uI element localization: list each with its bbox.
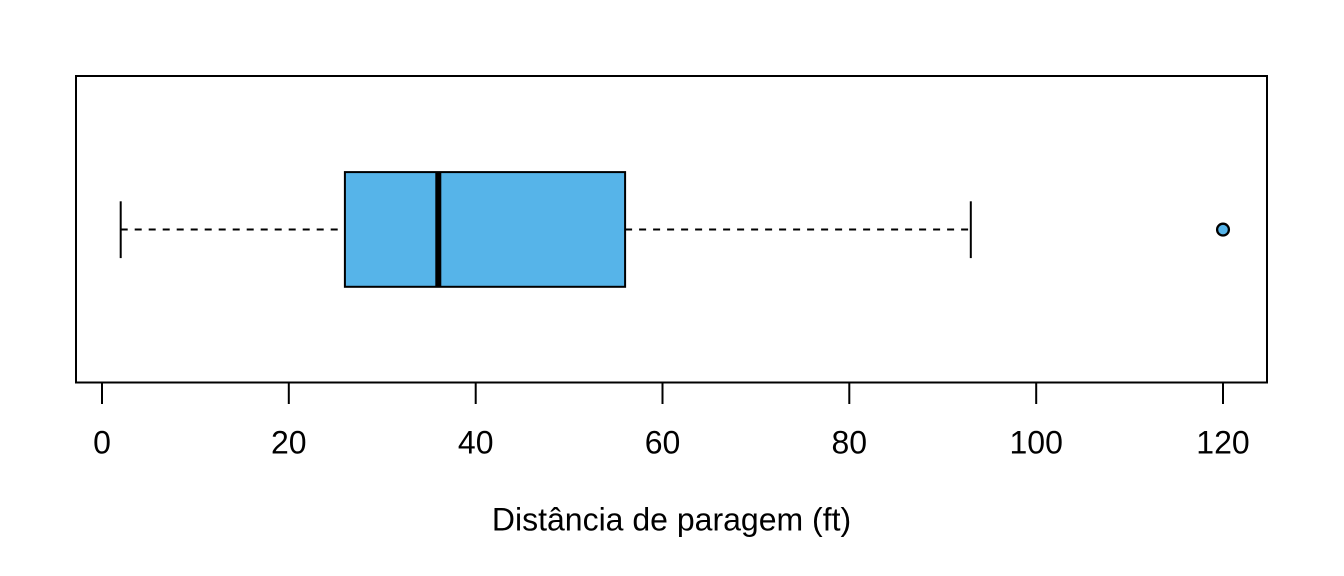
svg-text:0: 0 (93, 425, 111, 461)
svg-text:60: 60 (645, 425, 681, 461)
svg-text:100: 100 (1010, 425, 1063, 461)
svg-text:Distância de paragem (ft): Distância de paragem (ft) (492, 501, 851, 537)
svg-text:40: 40 (458, 425, 494, 461)
svg-text:80: 80 (832, 425, 868, 461)
svg-text:120: 120 (1196, 425, 1249, 461)
svg-text:20: 20 (271, 425, 307, 461)
